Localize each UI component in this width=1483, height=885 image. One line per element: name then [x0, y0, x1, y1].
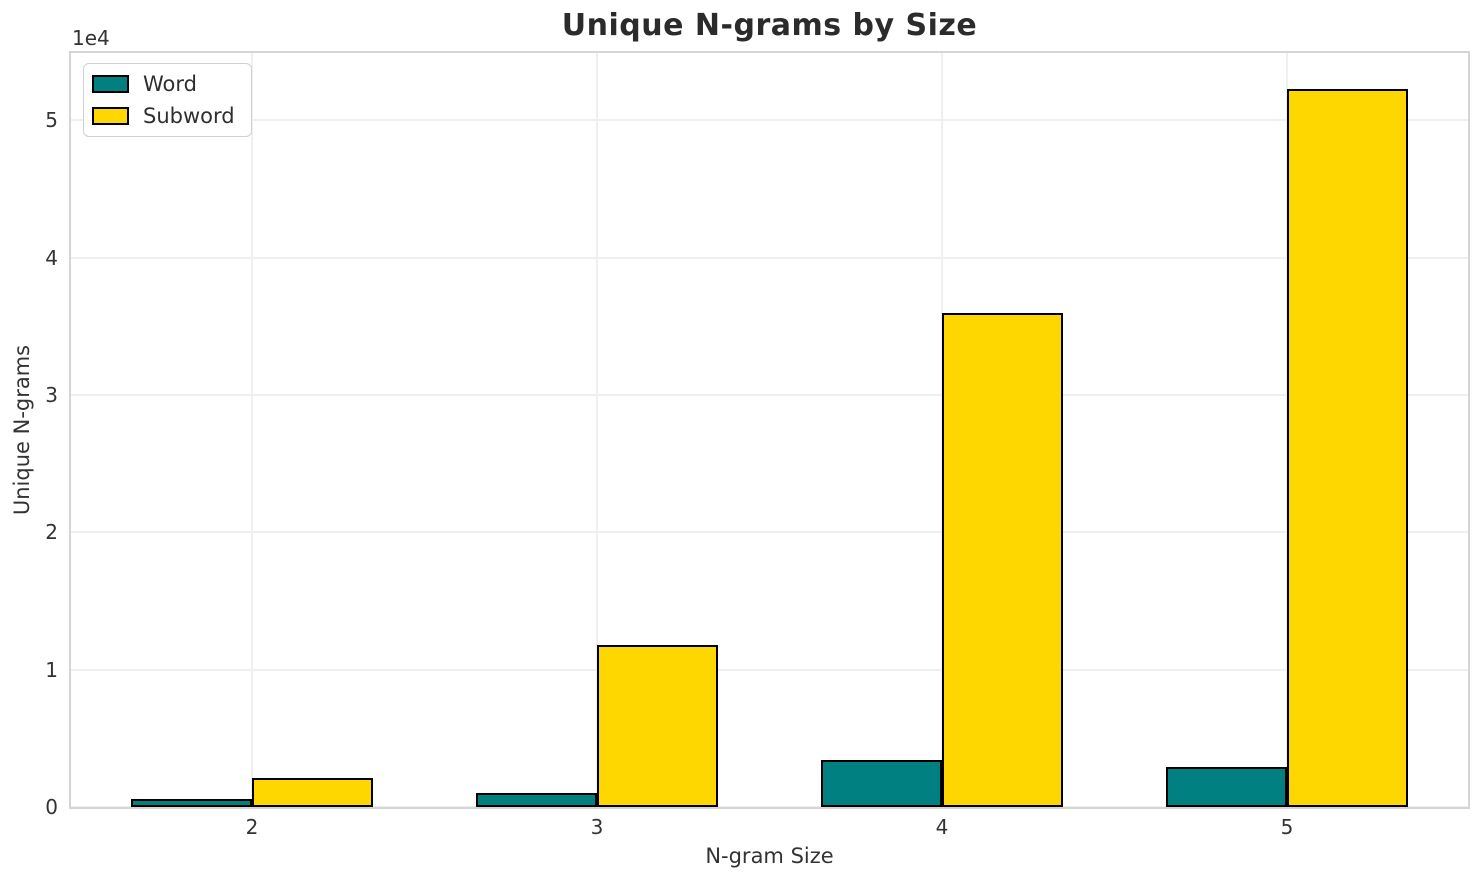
legend-swatch-subword	[92, 107, 129, 125]
y-tick-label: 2	[45, 520, 58, 545]
x-tick-label: 4	[935, 815, 949, 839]
legend-swatch-word	[92, 75, 129, 93]
y-axis-label: Unique N-grams	[10, 344, 34, 516]
legend-item-subword: Subword	[92, 104, 235, 128]
x-tick-label: 5	[1280, 815, 1294, 839]
legend-item-word: Word	[92, 72, 235, 96]
gridline-horizontal	[71, 531, 1468, 534]
gridline-horizontal	[71, 806, 1468, 807]
x-axis-label: N-gram Size	[705, 844, 834, 868]
y-axis-offset-label: 1e4	[72, 26, 110, 50]
bar-word-ngram-3	[476, 793, 597, 807]
y-tick-label: 5	[45, 108, 58, 133]
legend: Word Subword	[83, 63, 252, 137]
legend-label: Word	[143, 72, 197, 96]
gridline-horizontal	[71, 668, 1468, 671]
bar-word-ngram-5	[1166, 767, 1287, 807]
plot-area	[69, 51, 1470, 809]
y-tick-label: 4	[45, 245, 58, 270]
chart-title: Unique N-grams by Size	[561, 8, 978, 43]
y-tick-label: 3	[45, 382, 58, 407]
gridline-horizontal	[71, 119, 1468, 122]
gridline-horizontal	[71, 256, 1468, 259]
legend-label: Subword	[143, 104, 235, 128]
bar-subword-ngram-2	[252, 778, 373, 807]
x-tick-label: 2	[245, 815, 259, 839]
gridline-vertical	[596, 53, 598, 807]
bar-subword-ngram-3	[597, 644, 718, 807]
gridline-vertical	[251, 53, 253, 807]
gridline-horizontal	[71, 393, 1468, 396]
bar-subword-ngram-4	[942, 312, 1063, 807]
x-tick-label: 3	[590, 815, 604, 839]
bar-word-ngram-4	[821, 760, 942, 807]
y-tick-label: 1	[45, 657, 58, 682]
bar-subword-ngram-5	[1287, 88, 1408, 807]
y-tick-label: 0	[45, 795, 58, 819]
bar-word-ngram-2	[131, 798, 252, 807]
